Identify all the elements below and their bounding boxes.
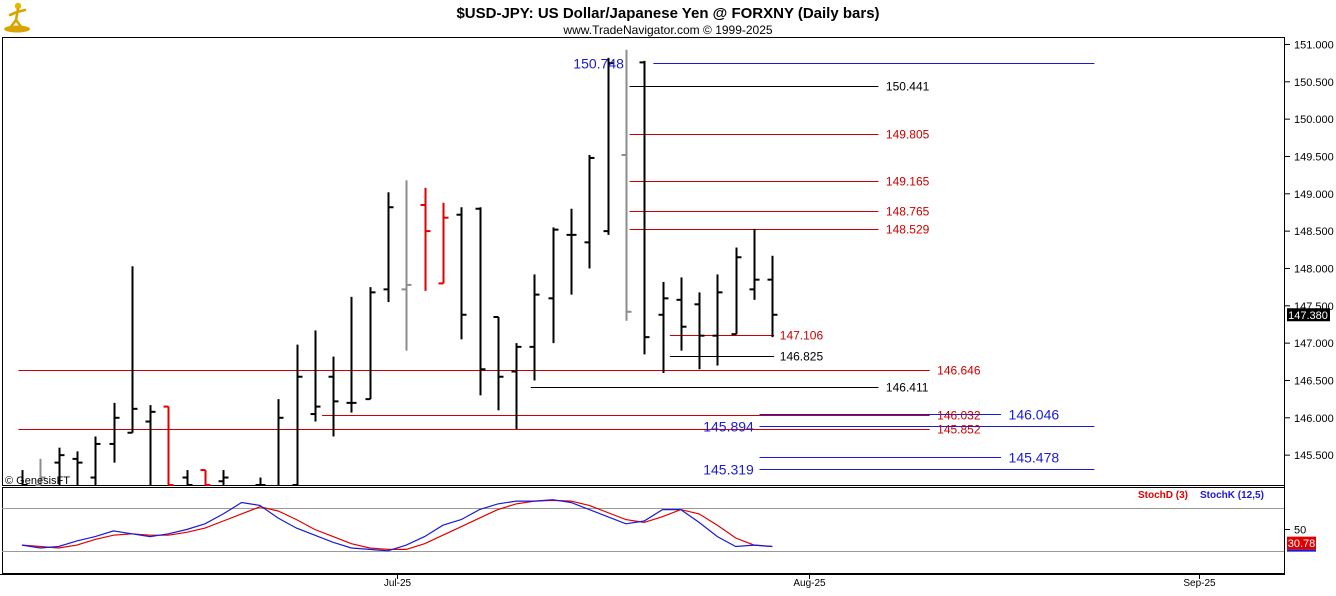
ohlc-bar	[712, 274, 723, 366]
level-label: 146.646	[937, 364, 981, 378]
ohlc-bar	[127, 266, 138, 434]
ohlc-bar	[255, 477, 266, 486]
y-tick-label: 149.000	[1294, 189, 1334, 201]
level-label: 145.319	[703, 462, 754, 478]
level-label: 146.411	[886, 381, 929, 395]
stoch-k-line	[21, 499, 773, 552]
stochastic-axis: 50	[1284, 525, 1306, 537]
ohlc-bar	[200, 469, 211, 486]
level-label: 145.894	[703, 419, 754, 435]
ohlc-bar	[218, 470, 229, 485]
ohlc-bar	[621, 49, 632, 321]
stoch-k-legend: StochK (12,5)	[1200, 490, 1264, 501]
level-label: 150.441	[886, 80, 930, 94]
support-resistance-levels	[18, 63, 1095, 470]
ohlc-bar	[658, 281, 669, 373]
ohlc-bar	[767, 255, 778, 338]
last-price-value: 147.380	[1288, 310, 1328, 322]
y-tick-label: 148.500	[1294, 226, 1334, 238]
chart-subtitle: www.TradeNavigator.com © 1999-2025	[562, 23, 772, 37]
ohlc-bar	[566, 208, 577, 295]
ohlc-bar	[475, 207, 486, 396]
ohlc-bar	[328, 356, 339, 437]
ohlc-bars	[21, 49, 778, 486]
header-band	[0, 0, 1336, 37]
y-tick-label: 148.000	[1294, 263, 1334, 275]
ohlc-bar	[72, 451, 83, 485]
watermark: © GenesisFT	[5, 475, 70, 487]
level-label: 146.825	[780, 350, 824, 364]
level-label: 146.032	[937, 409, 981, 423]
ohlc-bar	[694, 292, 705, 370]
ohlc-bar	[182, 470, 193, 486]
stoch-d-line	[21, 499, 773, 551]
level-label: 148.529	[886, 223, 930, 237]
ohlc-bar	[383, 192, 394, 303]
ohlc-bar	[145, 405, 156, 485]
level-label: 148.765	[886, 205, 930, 219]
last-price-tag: 147.380	[1287, 308, 1330, 322]
ohlc-bar	[584, 154, 595, 269]
stochastic-last-value: 30.78	[1288, 538, 1316, 550]
y-tick-label: 147.000	[1294, 338, 1334, 350]
ohlc-bar	[676, 277, 687, 351]
ohlc-bar	[401, 180, 412, 351]
chart-title: $USD-JPY: US Dollar/Japanese Yen @ FORXN…	[456, 5, 879, 22]
level-label: 146.046	[1009, 407, 1060, 423]
level-label: 150.748	[573, 56, 624, 72]
ohlc-bar	[438, 202, 449, 285]
ohlc-bar	[277, 399, 284, 485]
level-label: 145.478	[1009, 450, 1060, 466]
ohlc-bar	[54, 447, 65, 485]
x-tick-label: Sep-25	[1183, 578, 1216, 589]
stochastic-value-tag: 30.78	[1287, 536, 1316, 552]
level-label: 145.852	[937, 423, 981, 437]
y-tick-label: 149.500	[1294, 151, 1334, 163]
y-tick-label: 150.000	[1294, 114, 1334, 126]
ohlc-bar	[731, 247, 742, 336]
ohlc-bar	[511, 343, 522, 429]
ohlc-bar	[493, 316, 504, 411]
y-tick-label: 146.500	[1294, 375, 1334, 387]
ohlc-bar	[90, 436, 101, 485]
ohlc-bar	[21, 470, 28, 486]
ohlc-bar	[548, 227, 559, 344]
stoch-y-tick-label: 50	[1294, 525, 1306, 537]
ohlc-bar	[639, 60, 650, 355]
y-tick-label: 145.500	[1294, 450, 1334, 462]
y-tick-label: 146.000	[1294, 413, 1334, 425]
stochastic-panel-frame	[2, 487, 1285, 574]
ohlc-bar	[365, 287, 376, 401]
stochastic-reference-lines	[2, 508, 1284, 552]
ohlc-bar	[163, 405, 174, 486]
level-label: 147.106	[780, 329, 824, 343]
level-label: 149.165	[886, 175, 930, 189]
ohlc-bar	[749, 228, 760, 300]
x-tick-label: Jul-25	[384, 578, 412, 589]
ohlc-bar	[346, 296, 357, 413]
y-tick-label: 151.000	[1294, 39, 1334, 51]
x-tick-label: Aug-25	[793, 578, 826, 589]
level-labels: 150.748 150.441 149.805 149.165 148.765 148.5…	[573, 56, 1059, 478]
ohlc-bar	[109, 402, 120, 463]
level-label: 149.805	[886, 128, 930, 142]
ohlc-bar	[529, 274, 540, 381]
ohlc-bar	[310, 330, 321, 422]
ohlc-bar	[456, 207, 467, 340]
genesis-figure-icon	[4, 2, 30, 33]
ohlc-bar	[35, 458, 46, 486]
stochastic-lines	[21, 499, 773, 552]
date-axis-ticks: Jul-25 Aug-25 Sep-25	[384, 574, 1216, 589]
price-axis-ticks: 151.000 150.500 150.000 149.500 149.000 148.5…	[1284, 39, 1334, 462]
y-tick-label: 150.500	[1294, 77, 1334, 89]
ohlc-bar	[603, 57, 614, 235]
ohlc-bar	[420, 187, 431, 291]
stoch-d-legend: StochD (3)	[1138, 490, 1188, 501]
ohlc-bar	[292, 344, 303, 486]
